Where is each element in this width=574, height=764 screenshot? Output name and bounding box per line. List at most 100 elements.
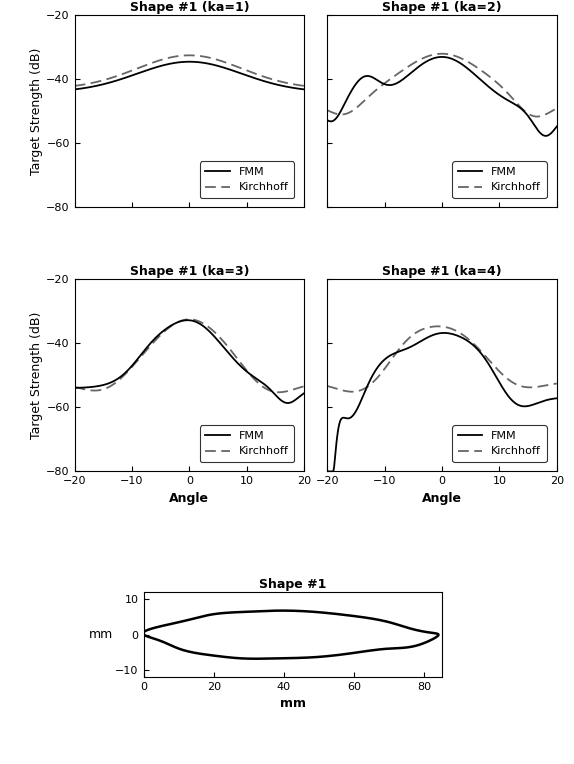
FMM xyxy=(438,53,445,62)
FMM xyxy=(553,122,560,131)
FMM xyxy=(460,334,467,343)
Kirchhoff xyxy=(185,315,192,324)
FMM xyxy=(212,334,219,343)
X-axis label: mm: mm xyxy=(280,697,306,710)
FMM xyxy=(185,57,192,66)
Kirchhoff xyxy=(72,383,79,392)
Kirchhoff xyxy=(533,112,540,121)
Kirchhoff xyxy=(208,53,215,63)
Kirchhoff xyxy=(349,387,356,397)
Kirchhoff xyxy=(518,103,525,112)
FMM xyxy=(184,316,191,325)
Kirchhoff xyxy=(208,325,215,334)
FMM xyxy=(208,60,215,69)
Title: Shape #1: Shape #1 xyxy=(259,578,327,591)
Line: Kirchhoff: Kirchhoff xyxy=(75,319,304,392)
Line: FMM: FMM xyxy=(75,62,304,89)
Kirchhoff xyxy=(208,53,215,63)
Kirchhoff xyxy=(324,105,331,115)
Legend: FMM, Kirchhoff: FMM, Kirchhoff xyxy=(200,161,294,198)
Title: Shape #1 (ka=2): Shape #1 (ka=2) xyxy=(382,1,502,14)
FMM xyxy=(208,329,215,338)
FMM xyxy=(265,78,272,87)
FMM xyxy=(324,116,331,125)
Kirchhoff xyxy=(301,81,308,90)
Kirchhoff xyxy=(324,106,331,115)
FMM xyxy=(465,337,472,346)
FMM xyxy=(542,131,549,141)
Legend: FMM, Kirchhoff: FMM, Kirchhoff xyxy=(200,426,294,462)
Line: Kirchhoff: Kirchhoff xyxy=(327,326,557,392)
Line: FMM: FMM xyxy=(75,320,304,403)
FMM xyxy=(285,399,292,408)
Kirchhoff xyxy=(301,381,308,390)
Kirchhoff xyxy=(324,381,331,390)
Kirchhoff xyxy=(72,81,79,90)
Kirchhoff xyxy=(276,387,282,397)
Kirchhoff xyxy=(460,55,467,64)
Kirchhoff xyxy=(324,381,331,390)
FMM xyxy=(461,62,468,71)
Y-axis label: Target Strength (dB): Target Strength (dB) xyxy=(30,312,44,439)
FMM xyxy=(518,401,525,410)
Line: FMM: FMM xyxy=(327,333,557,471)
Legend: FMM, Kirchhoff: FMM, Kirchhoff xyxy=(452,161,546,198)
Kirchhoff xyxy=(265,73,272,83)
Kirchhoff xyxy=(466,335,472,345)
FMM xyxy=(280,82,287,91)
FMM xyxy=(72,85,79,94)
Kirchhoff xyxy=(461,332,468,341)
FMM xyxy=(265,384,272,393)
Kirchhoff xyxy=(280,78,287,87)
Kirchhoff xyxy=(212,55,219,64)
Y-axis label: mm: mm xyxy=(89,628,114,641)
Kirchhoff xyxy=(208,325,215,335)
Kirchhoff xyxy=(553,104,560,113)
Legend: FMM, Kirchhoff: FMM, Kirchhoff xyxy=(452,426,546,462)
FMM xyxy=(208,60,215,69)
Kirchhoff xyxy=(465,57,472,66)
Kirchhoff xyxy=(71,81,78,90)
Line: FMM: FMM xyxy=(327,57,557,136)
Title: Shape #1 (ka=3): Shape #1 (ka=3) xyxy=(130,265,249,278)
FMM xyxy=(324,467,331,476)
FMM xyxy=(324,115,331,125)
Kirchhoff xyxy=(519,382,526,391)
Kirchhoff xyxy=(553,379,560,388)
FMM xyxy=(460,61,467,70)
FMM xyxy=(465,65,472,74)
FMM xyxy=(518,105,525,114)
Kirchhoff xyxy=(533,382,540,391)
Kirchhoff xyxy=(71,382,78,391)
Title: Shape #1 (ka=4): Shape #1 (ka=4) xyxy=(382,265,502,278)
FMM xyxy=(324,467,331,476)
FMM xyxy=(553,393,560,403)
FMM xyxy=(461,335,468,344)
Y-axis label: Target Strength (dB): Target Strength (dB) xyxy=(30,47,44,175)
FMM xyxy=(71,384,78,393)
X-axis label: Angle: Angle xyxy=(422,492,462,505)
Kirchhoff xyxy=(265,386,272,395)
Kirchhoff xyxy=(438,49,445,58)
FMM xyxy=(533,123,540,132)
FMM xyxy=(533,399,540,408)
FMM xyxy=(72,384,79,393)
Line: Kirchhoff: Kirchhoff xyxy=(327,53,557,117)
Kirchhoff xyxy=(533,112,540,121)
Kirchhoff xyxy=(281,387,288,397)
Line: Kirchhoff: Kirchhoff xyxy=(75,55,304,86)
Kirchhoff xyxy=(185,50,192,60)
FMM xyxy=(208,329,215,338)
Kirchhoff xyxy=(212,329,219,338)
FMM xyxy=(301,85,308,94)
FMM xyxy=(280,397,287,406)
FMM xyxy=(71,85,78,94)
X-axis label: Angle: Angle xyxy=(169,492,210,505)
Kirchhoff xyxy=(462,332,469,342)
FMM xyxy=(440,329,447,338)
FMM xyxy=(212,61,219,70)
FMM xyxy=(301,389,308,398)
Kirchhoff xyxy=(435,322,441,331)
Kirchhoff xyxy=(461,56,468,65)
Title: Shape #1 (ka=1): Shape #1 (ka=1) xyxy=(130,1,249,14)
